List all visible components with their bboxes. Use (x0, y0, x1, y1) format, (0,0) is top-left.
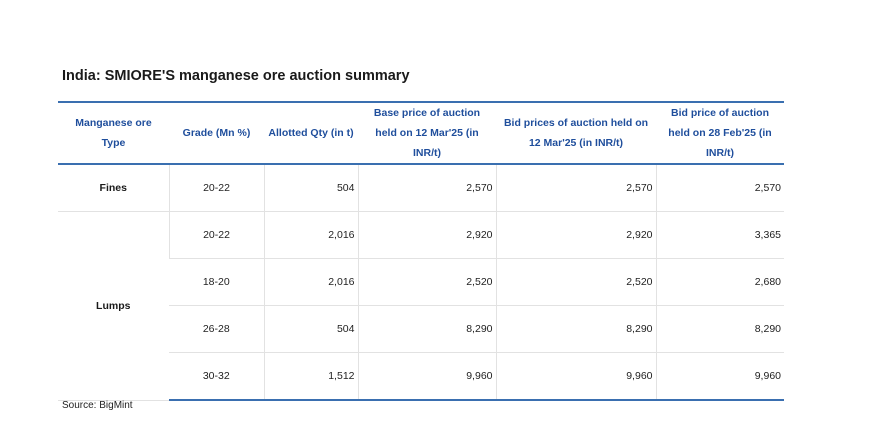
header-base-price: Base price of auction held on 12 Mar'25 … (358, 101, 496, 165)
table-header-row: Manganese ore Type Grade (Mn %) Allotted… (58, 101, 784, 165)
bid-price-feb-cell: 9,960 (655, 352, 784, 401)
header-grade: Grade (Mn %) (169, 101, 264, 165)
grade-cell: 30-32 (169, 352, 264, 401)
source-note: Source: BigMint (62, 400, 133, 411)
bid-price-feb-cell: 3,365 (655, 211, 784, 259)
table-row: 18-20 2,016 2,520 2,520 2,680 (58, 258, 784, 306)
allotted-qty-cell: 1,512 (263, 352, 358, 401)
base-price-cell: 2,920 (357, 211, 496, 259)
auction-summary-table: Manganese ore Type Grade (Mn %) Allotted… (58, 101, 784, 401)
table-title: India: SMIORE'S manganese ore auction su… (62, 68, 410, 84)
bid-price-feb-cell: 8,290 (655, 305, 784, 353)
ore-type-fines: Fines (58, 164, 169, 212)
ore-type-lumps: Lumps (58, 211, 169, 401)
grade-cell: 20-22 (168, 164, 264, 212)
header-bid-price-feb: Bid price of auction held on 28 Feb'25 (… (656, 101, 784, 165)
allotted-qty-cell: 504 (263, 164, 358, 212)
allotted-qty-cell: 504 (263, 305, 358, 353)
bid-price-mar-cell: 9,960 (495, 352, 656, 401)
bid-price-mar-cell: 8,290 (495, 305, 656, 353)
allotted-qty-cell: 2,016 (263, 258, 358, 306)
allotted-qty-cell: 2,016 (263, 211, 358, 259)
table-row: 26-28 504 8,290 8,290 8,290 (58, 305, 784, 353)
bid-price-feb-cell: 2,680 (655, 258, 784, 306)
base-price-cell: 9,960 (357, 352, 496, 401)
grade-cell: 18-20 (169, 258, 264, 306)
table-row: Lumps 20-22 2,016 2,920 2,920 3,365 (58, 211, 784, 401)
bid-price-feb-cell: 2,570 (655, 164, 784, 212)
bid-price-mar-cell: 2,920 (495, 211, 656, 259)
header-ore-type: Manganese ore Type (58, 101, 169, 165)
base-price-cell: 2,520 (357, 258, 496, 306)
table-row: Fines 20-22 504 2,570 2,570 2,570 (58, 164, 784, 212)
bid-price-mar-cell: 2,570 (495, 164, 656, 212)
grade-cell: 26-28 (169, 305, 264, 353)
header-allotted-qty: Allotted Qty (in t) (264, 101, 358, 165)
base-price-cell: 2,570 (357, 164, 496, 212)
bid-price-mar-cell: 2,520 (495, 258, 656, 306)
table-row: 30-32 1,512 9,960 9,960 9,960 (58, 352, 784, 401)
header-bid-price-mar: Bid prices of auction held on 12 Mar'25 … (496, 101, 656, 165)
grade-cell: 20-22 (168, 211, 264, 259)
base-price-cell: 8,290 (357, 305, 496, 353)
